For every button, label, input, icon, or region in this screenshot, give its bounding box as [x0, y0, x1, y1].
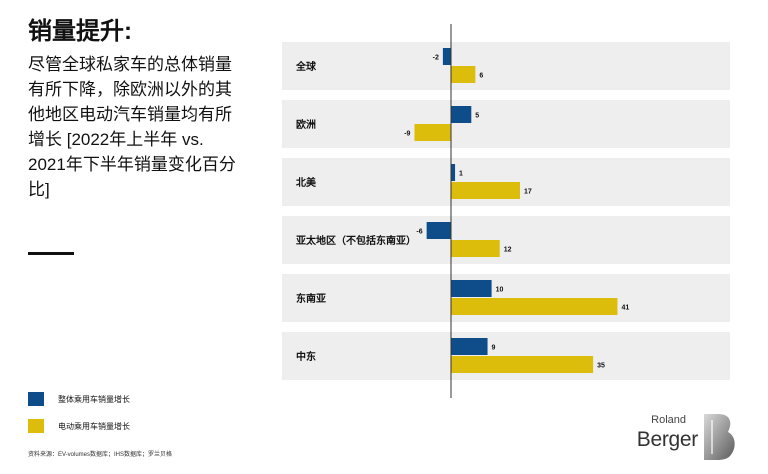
- logo-b-icon: [704, 414, 735, 460]
- page-title: 销量提升:: [28, 18, 132, 45]
- legend-item-ev: 电动乘用车销量增长: [28, 419, 130, 433]
- data-label: 35: [597, 363, 605, 370]
- bar-ev: [451, 356, 594, 373]
- bar-ev: [451, 66, 476, 83]
- data-label: 1: [459, 171, 463, 178]
- category-panel: [282, 100, 730, 148]
- source-note: 资料来源：EV-volumes数据库；IHS数据库；罗兰贝格: [28, 452, 173, 458]
- category-panel: [282, 42, 730, 90]
- category-label: 全球: [295, 60, 317, 73]
- bar-total: [451, 280, 492, 297]
- data-label: 41: [621, 305, 629, 312]
- bar-ev: [414, 124, 451, 141]
- category-label: 欧洲: [296, 118, 316, 131]
- bar-total: [451, 106, 472, 123]
- data-label: -2: [433, 55, 439, 62]
- data-label: 5: [475, 113, 479, 120]
- category-label: 中东: [296, 350, 316, 363]
- data-label: -9: [404, 131, 410, 138]
- data-label: 6: [479, 73, 483, 80]
- legend-swatch-ev: [28, 419, 44, 433]
- bar-ev: [451, 182, 521, 199]
- legend-label-ev: 电动乘用车销量增长: [58, 421, 130, 431]
- data-label: 10: [496, 287, 504, 294]
- bar-total: [451, 338, 488, 355]
- legend-item-total: 整体乘用车销量增长: [28, 392, 130, 406]
- data-label: 12: [504, 247, 512, 254]
- bar-total: [442, 48, 451, 65]
- category-label: 北美: [296, 176, 317, 189]
- legend-swatch-total: [28, 392, 44, 406]
- bar-total: [451, 164, 456, 181]
- category-panel: [282, 216, 730, 264]
- bar-total: [426, 222, 451, 239]
- category-label: 亚太地区（不包括东南亚）: [296, 234, 416, 247]
- roland-berger-logo: Roland Berger: [628, 412, 738, 462]
- data-label: -6: [416, 229, 422, 236]
- title-divider: [28, 252, 74, 255]
- logo-text-berger: Berger: [636, 428, 699, 451]
- bar-ev: [451, 298, 618, 315]
- data-label: 9: [492, 345, 496, 352]
- bar-ev: [451, 240, 500, 257]
- data-label: 17: [524, 189, 532, 196]
- legend-label-total: 整体乘用车销量增长: [58, 394, 130, 404]
- category-label: 东南亚: [296, 292, 326, 305]
- page-subtitle: 尽管全球私家车的总体销量有所下降，除欧洲以外的其他地区电动汽车销量均有所增长 […: [28, 55, 236, 199]
- logo-text-roland: Roland: [651, 414, 686, 426]
